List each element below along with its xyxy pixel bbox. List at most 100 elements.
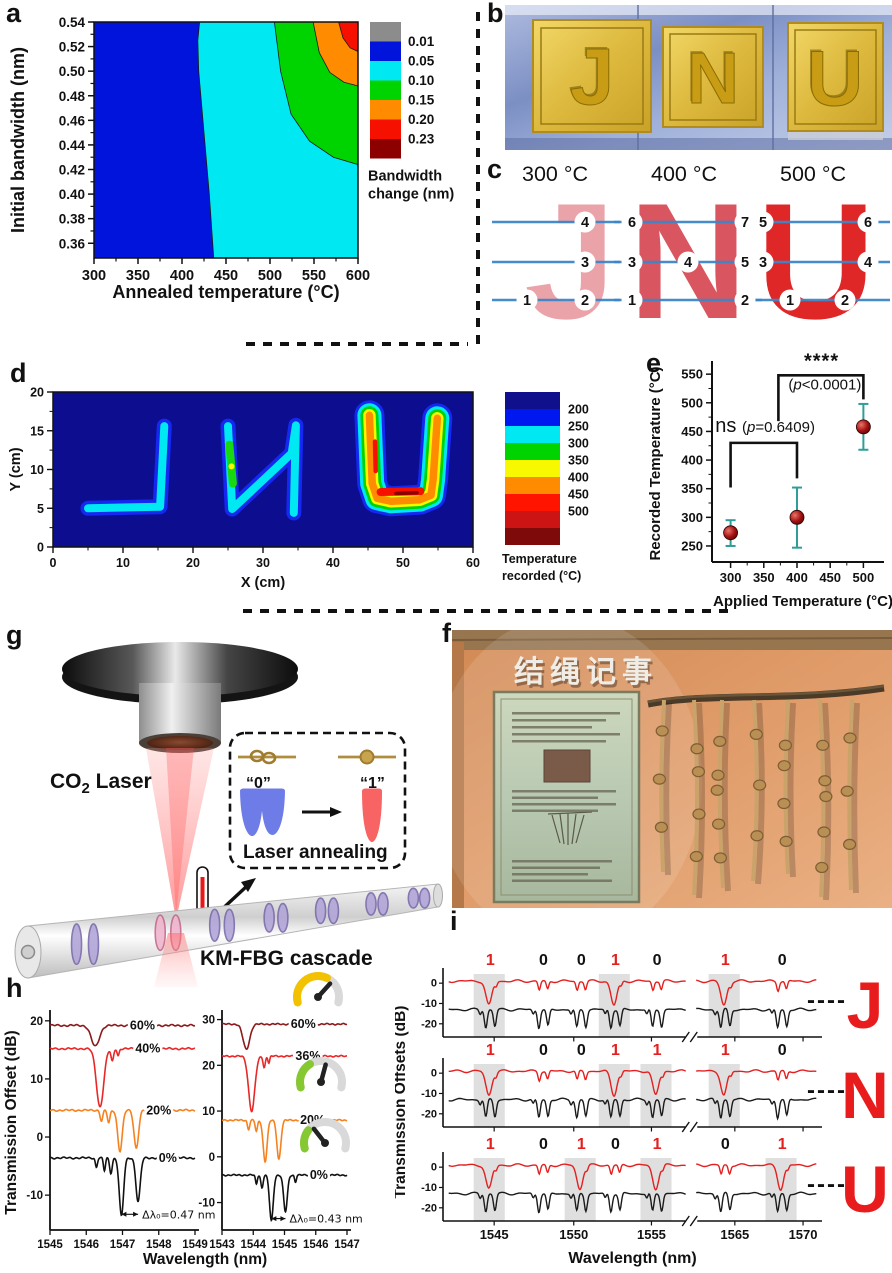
spectrum-0-shape xyxy=(240,788,285,836)
svg-text:0.36: 0.36 xyxy=(59,236,86,251)
spectrum-curve xyxy=(50,1108,196,1153)
svg-text:2: 2 xyxy=(581,293,589,309)
svg-text:Transmission Offset (dB): Transmission Offset (dB) xyxy=(3,1030,20,1214)
svg-text:0: 0 xyxy=(431,1162,437,1174)
svg-text:Bandwidth: Bandwidth xyxy=(368,169,442,185)
svg-text:300 °C: 300 °C xyxy=(522,162,588,186)
fbg-ring xyxy=(70,923,83,966)
svg-text:4: 4 xyxy=(864,255,872,271)
knot-marker xyxy=(734,211,756,233)
annealed-spectrum xyxy=(448,1069,817,1098)
svg-text:0.20: 0.20 xyxy=(408,112,434,127)
panel-label-g: g xyxy=(6,620,23,650)
svg-text:1: 1 xyxy=(778,1136,787,1153)
svg-text:结绳记事: 结绳记事 xyxy=(516,659,660,692)
svg-text:250: 250 xyxy=(568,420,589,434)
data-point xyxy=(723,525,738,541)
panel-h-spectra-chart: 20 10 0 -10 1545 1546 1547 1548 1549 60% 40% 20% 0% Δ… xyxy=(3,972,363,1268)
spectrum-curve xyxy=(221,1022,348,1051)
knot-marker xyxy=(752,211,774,233)
svg-text:0.40: 0.40 xyxy=(59,187,85,202)
svg-text:10: 10 xyxy=(30,463,44,477)
ns-annotation: ns (p=0.6409) xyxy=(715,415,815,437)
svg-text:350: 350 xyxy=(753,570,775,585)
hanging-rope xyxy=(692,699,699,896)
knot-marker xyxy=(677,251,699,273)
laser-annealing-inset: “0” “1” Laser annealing xyxy=(228,731,407,870)
svg-text:20: 20 xyxy=(186,556,200,570)
svg-text:0: 0 xyxy=(209,1152,215,1164)
divider-row2 xyxy=(243,609,735,613)
svg-text:10: 10 xyxy=(30,1074,43,1086)
thermal-letter-J xyxy=(84,422,169,513)
fbg-ring xyxy=(365,891,377,916)
svg-text:N: N xyxy=(687,39,739,119)
svg-text:550: 550 xyxy=(681,367,703,382)
rope-knot xyxy=(690,743,704,755)
svg-text:300: 300 xyxy=(568,437,589,451)
panel-g-diagram: CO2 Laser “0” “1” xyxy=(14,642,443,987)
svg-text:0: 0 xyxy=(539,1042,548,1059)
svg-text:30: 30 xyxy=(256,556,270,570)
rope-knot xyxy=(816,739,830,751)
knot-marker xyxy=(574,289,596,311)
svg-text:X (cm): X (cm) xyxy=(241,575,285,590)
rope-knot xyxy=(778,739,792,751)
svg-text:1: 1 xyxy=(486,1136,495,1153)
rope-knot xyxy=(840,785,854,797)
svg-text:0.01: 0.01 xyxy=(408,34,435,49)
svg-text:450: 450 xyxy=(214,268,238,284)
svg-text:0: 0 xyxy=(611,1136,620,1153)
sign-text: 结绳记事 xyxy=(514,656,658,689)
significance-bracket xyxy=(729,441,799,488)
svg-text:Temperature: Temperature xyxy=(502,552,577,566)
thermal-background xyxy=(53,392,473,547)
svg-text:20: 20 xyxy=(30,386,44,400)
legend-swatch xyxy=(505,426,560,443)
stars-annotation: **** xyxy=(804,350,839,372)
knot-marker xyxy=(857,251,879,273)
svg-text:1544: 1544 xyxy=(240,1239,266,1251)
beam-flare xyxy=(154,933,198,987)
svg-text:1: 1 xyxy=(523,293,531,309)
svg-text:350: 350 xyxy=(126,268,150,284)
exhibit-sign: 结绳记事 结绳记事 xyxy=(514,656,660,692)
svg-text:6: 6 xyxy=(864,215,872,231)
panel-label-f: f xyxy=(442,618,451,648)
knot-marker xyxy=(621,211,643,233)
rope-knot xyxy=(815,861,829,874)
annealed-band xyxy=(473,1158,505,1221)
svg-text:Transmission Offsets (dB): Transmission Offsets (dB) xyxy=(395,1006,409,1199)
legend-swatch xyxy=(505,460,560,477)
knot-1-icon xyxy=(338,749,396,765)
ellipsis-dashes: ---- xyxy=(807,1077,847,1104)
panel-label-b: b xyxy=(487,0,504,28)
svg-text:10: 10 xyxy=(116,556,130,570)
exhibit-plaque xyxy=(492,690,641,904)
svg-text:Recorded Temperature (°C): Recorded Temperature (°C) xyxy=(647,366,664,560)
fbg-ring xyxy=(208,908,221,943)
svg-text:-10: -10 xyxy=(198,1198,215,1210)
svg-text:1546: 1546 xyxy=(303,1239,329,1251)
svg-text:400 °C: 400 °C xyxy=(651,162,717,186)
svg-text:1: 1 xyxy=(611,1042,620,1059)
ellipsis-dashes: ---- xyxy=(807,987,847,1014)
svg-text:-10: -10 xyxy=(421,1182,437,1194)
svg-text:1545: 1545 xyxy=(272,1239,298,1251)
fbg-ring xyxy=(418,887,431,909)
svg-text:350: 350 xyxy=(568,454,589,468)
code-letter-N: N xyxy=(841,1058,889,1132)
rope-knot xyxy=(843,732,857,744)
svg-text:1: 1 xyxy=(628,293,636,309)
svg-text:0.23: 0.23 xyxy=(408,132,435,147)
delta-lambda-label: Δλ₀=0.47 nm xyxy=(142,1208,215,1221)
svg-text:1547: 1547 xyxy=(110,1239,136,1251)
annealed-band xyxy=(473,974,505,1037)
rope-knot xyxy=(711,769,725,781)
rope-knot xyxy=(818,775,832,787)
rope-knot xyxy=(779,835,793,847)
legend-swatch xyxy=(505,528,560,545)
svg-text:1: 1 xyxy=(611,952,620,969)
svg-text:-10: -10 xyxy=(421,1088,437,1100)
divider-vertical xyxy=(476,8,480,344)
